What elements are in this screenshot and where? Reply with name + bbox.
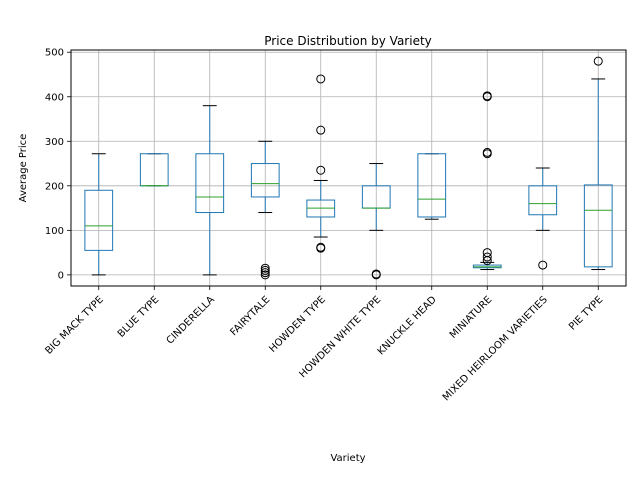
outlier-point [538, 260, 548, 270]
box-howden-type [306, 74, 336, 253]
x-tick-label: BLUE TYPE [116, 294, 161, 339]
box-body [583, 184, 613, 268]
x-axis-ticks: BIG MACK TYPE BLUE TYPE CINDERELLA FAIRYTAL… [43, 286, 605, 403]
outlier-point [316, 242, 326, 252]
boxes [84, 56, 613, 280]
box-blue-type [139, 153, 169, 187]
y-tick-label: 0 [58, 270, 64, 281]
outlier-point [593, 56, 603, 66]
outlier-point [316, 74, 326, 84]
x-tick-label: CINDERELLA [165, 294, 217, 346]
box-big-mack-type [84, 153, 114, 276]
y-tick-label: 200 [45, 181, 64, 192]
box-cinderella [195, 105, 225, 276]
chart-title: Price Distribution by Variety [264, 34, 432, 48]
box-pie-type [583, 56, 613, 271]
box-body [84, 189, 114, 251]
x-tick-label: MIXED HEIRLOOM VARIETIES [441, 294, 550, 403]
y-tick-label: 100 [45, 226, 64, 237]
box-body [528, 185, 558, 216]
x-tick-label: BIG MACK TYPE [43, 294, 105, 356]
outlier-point [482, 256, 492, 266]
x-tick-label: PIE TYPE [567, 294, 605, 332]
x-tick-label: KNUCKLE HEAD [376, 294, 439, 357]
outlier-point [260, 265, 270, 275]
outlier-point [316, 165, 326, 175]
outlier-point [260, 270, 270, 280]
box-body [417, 153, 447, 218]
box-howden-white-type [361, 163, 391, 280]
outlier-point [371, 269, 381, 279]
outlier-point [260, 268, 270, 278]
x-tick-label: HOWDEN TYPE [267, 294, 327, 354]
x-tick-label: MINIATURE [448, 294, 495, 341]
outlier-point [260, 263, 270, 273]
box-knuckle-head [417, 153, 447, 220]
y-tick-label: 400 [45, 92, 64, 103]
box-mixed-heirloom-varieties [528, 167, 558, 270]
box-body [195, 153, 225, 214]
x-axis-label: Variety [330, 453, 365, 464]
y-axis-label: Average Price [18, 134, 29, 203]
box-miniature [472, 91, 502, 271]
outlier-point [482, 91, 492, 101]
y-tick-label: 500 [45, 48, 64, 59]
outlier-point [482, 252, 492, 262]
box-fairytale [250, 140, 280, 280]
x-tick-label: FAIRYTALE [228, 294, 272, 338]
box-body [250, 163, 280, 198]
plot-frame [70, 49, 627, 287]
outlier-point [316, 125, 326, 135]
outlier-point [482, 147, 492, 157]
y-tick-label: 300 [45, 137, 64, 148]
y-axis-ticks: 0 100 200 300 400 500 [45, 48, 71, 281]
